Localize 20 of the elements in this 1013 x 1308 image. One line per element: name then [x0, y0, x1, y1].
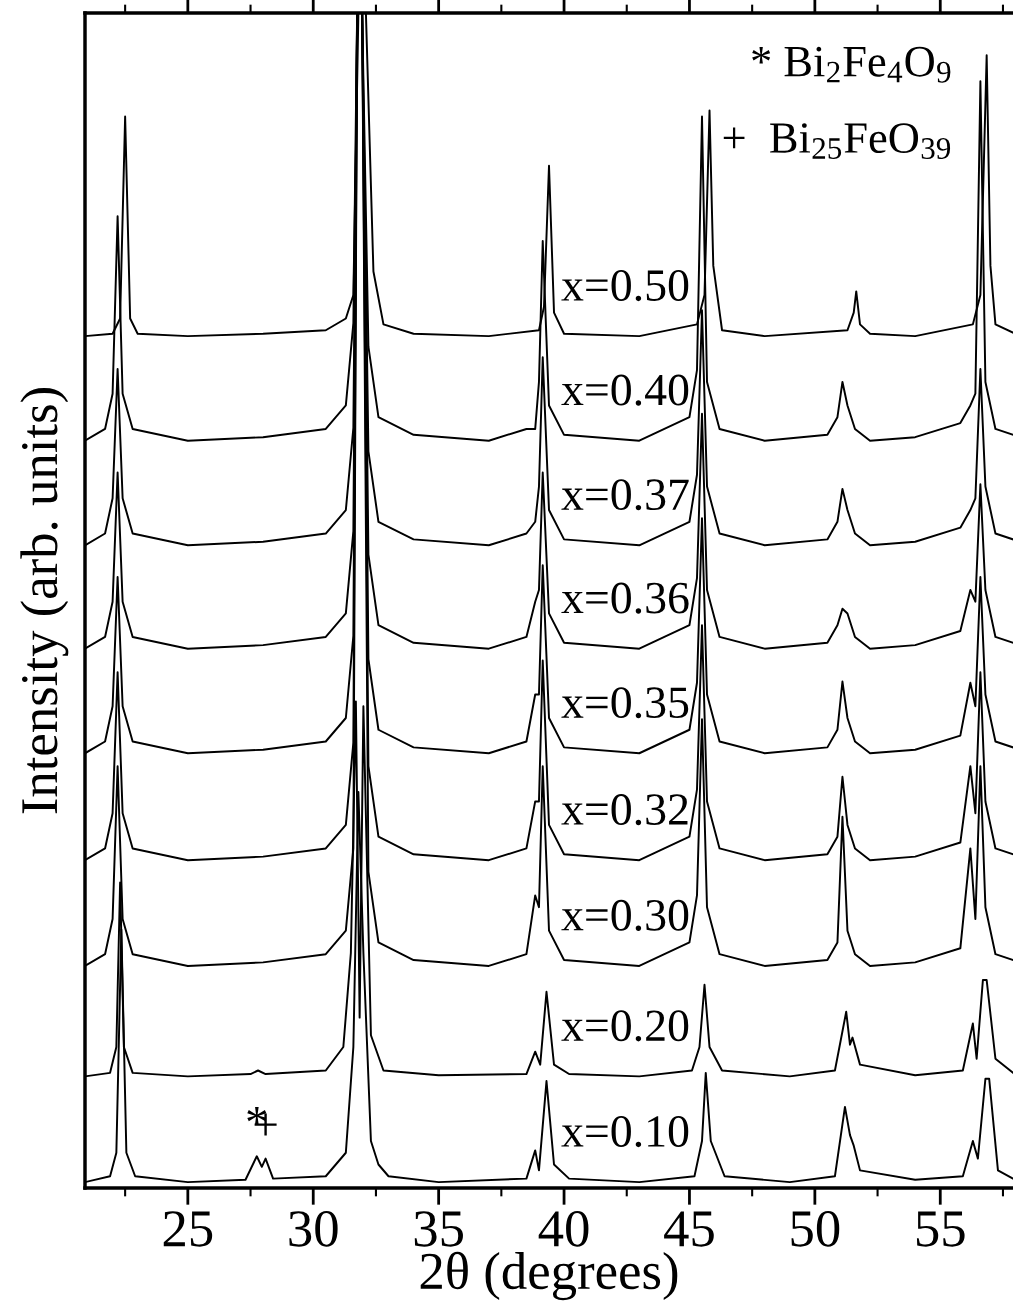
- series-label: x=0.37: [561, 479, 689, 511]
- series-label: x=0.40: [561, 374, 689, 406]
- series-label: x=0.50: [561, 270, 689, 302]
- x-tick-label: 35: [414, 1211, 463, 1247]
- x-axis-title: 2θ (degrees): [420, 1251, 678, 1301]
- x-tick-label: 55: [916, 1211, 965, 1247]
- x-tick-label: 30: [289, 1211, 338, 1247]
- series-label: x=0.36: [561, 582, 689, 614]
- y-axis-title: Intensity (arb. units): [20, 388, 69, 814]
- series-label: x=0.30: [561, 899, 689, 931]
- annotation: * Bi$_{2}$Fe$_{4}$O$_{9}$: [752, 46, 951, 83]
- x-tick-label: 25: [163, 1211, 213, 1247]
- x-tick-label: 50: [791, 1211, 840, 1247]
- series-label: x=0.35: [561, 687, 689, 719]
- series-label: x=0.20: [561, 1010, 689, 1042]
- annotation: + Bi$_{25}$FeO$_{39}$: [723, 123, 951, 160]
- series-label: x=0.10: [561, 1116, 689, 1148]
- x-tick-label: 40: [538, 1211, 589, 1247]
- x-tick-label: 45: [664, 1211, 714, 1247]
- series-label: x=0.32: [561, 794, 688, 826]
